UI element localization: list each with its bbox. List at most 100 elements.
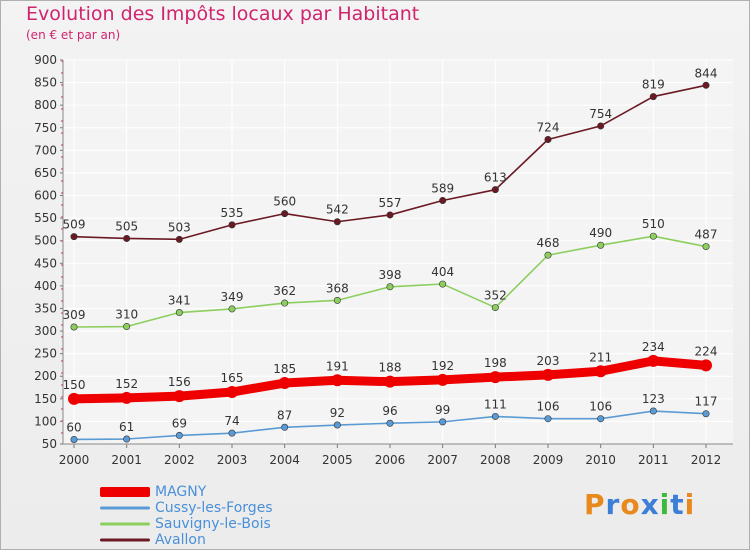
data-point-cussy-les-forges (386, 419, 394, 427)
x-tick-label: 2003 (217, 453, 248, 467)
data-label-avallon: 503 (168, 220, 191, 234)
x-tick-label: 2004 (269, 453, 300, 467)
data-label-avallon: 724 (537, 121, 560, 135)
data-point-cussy-les-forges (439, 418, 447, 426)
data-label-sauvigny-le-bois: 368 (326, 281, 349, 295)
y-tick-label: 850 (34, 76, 57, 90)
data-label-cussy-les-forges: 61 (119, 420, 134, 434)
data-label-sauvigny-le-bois: 468 (537, 236, 560, 250)
data-point-sauvigny-le-bois (649, 232, 657, 240)
data-label-magny: 150 (63, 378, 86, 392)
data-point-sauvigny-le-bois (597, 241, 605, 249)
data-point-sauvigny-le-bois (123, 323, 131, 331)
data-label-sauvigny-le-bois: 510 (642, 217, 665, 231)
data-label-sauvigny-le-bois: 404 (431, 265, 454, 279)
data-point-sauvigny-le-bois (491, 304, 499, 312)
data-point-sauvigny-le-bois (544, 251, 552, 259)
data-point-cussy-les-forges (649, 407, 657, 415)
data-label-sauvigny-le-bois: 362 (273, 284, 296, 298)
data-label-cussy-les-forges: 111 (484, 397, 507, 411)
x-tick-label: 2008 (480, 453, 511, 467)
y-tick-label: 350 (34, 301, 57, 315)
data-label-avallon: 819 (642, 78, 665, 92)
data-point-avallon (386, 211, 394, 219)
data-label-avallon: 754 (589, 107, 612, 121)
data-point-sauvigny-le-bois (386, 283, 394, 291)
data-label-magny: 156 (168, 375, 191, 389)
data-point-magny (120, 391, 133, 404)
legend-label-avallon: Avallon (155, 532, 206, 548)
chart-subtitle: (en € et par an) (26, 28, 121, 42)
data-label-avallon: 535 (221, 206, 244, 220)
data-point-cussy-les-forges (702, 410, 710, 418)
y-tick-label: 650 (34, 166, 57, 180)
legend-swatch-magny (100, 487, 150, 497)
x-tick-label: 2001 (111, 453, 142, 467)
data-label-cussy-les-forges: 69 (172, 416, 187, 430)
y-tick-label: 250 (34, 347, 57, 361)
data-label-avallon: 542 (326, 203, 349, 217)
data-point-sauvigny-le-bois (70, 323, 78, 331)
data-point-magny (331, 374, 344, 387)
y-tick-label: 900 (34, 53, 57, 67)
data-label-sauvigny-le-bois: 352 (484, 289, 507, 303)
data-label-magny: 203 (537, 354, 560, 368)
data-point-magny (700, 359, 712, 372)
data-label-magny: 185 (273, 362, 296, 376)
data-point-cussy-les-forges (281, 423, 289, 431)
data-point-magny (542, 368, 554, 381)
logo-letter: o (620, 488, 641, 521)
data-point-avallon (70, 233, 78, 241)
data-label-cussy-les-forges: 74 (224, 414, 239, 428)
data-label-cussy-les-forges: 96 (382, 404, 397, 418)
data-label-cussy-les-forges: 99 (435, 403, 450, 417)
data-point-magny (173, 390, 186, 403)
data-point-cussy-les-forges (228, 429, 236, 437)
data-label-avallon: 509 (63, 218, 86, 232)
data-label-cussy-les-forges: 87 (277, 408, 292, 422)
data-point-cussy-les-forges (544, 415, 552, 423)
x-tick-label: 2009 (533, 453, 564, 467)
data-point-magny (489, 371, 502, 384)
y-tick-label: 550 (34, 211, 57, 225)
data-label-avallon: 844 (695, 66, 718, 80)
data-point-sauvigny-le-bois (333, 296, 341, 304)
data-point-magny (226, 386, 238, 399)
x-tick-label: 2006 (375, 453, 406, 467)
x-tick-label: 2002 (164, 453, 195, 467)
x-tick-label: 2010 (585, 453, 616, 467)
y-tick-label: 300 (34, 324, 57, 338)
data-label-magny: 165 (221, 371, 244, 385)
data-point-avallon (281, 210, 289, 218)
data-point-avallon (333, 218, 341, 226)
data-point-magny (436, 373, 449, 386)
data-point-sauvigny-le-bois (439, 280, 447, 288)
data-label-cussy-les-forges: 60 (66, 420, 81, 434)
y-tick-label: 200 (34, 369, 57, 383)
data-point-magny (647, 354, 660, 367)
data-point-sauvigny-le-bois (175, 309, 183, 317)
logo-letter: r (605, 488, 621, 521)
data-point-cussy-les-forges (333, 421, 341, 429)
logo-letter: i (684, 488, 696, 521)
plot-area (63, 60, 733, 444)
data-label-avallon: 589 (431, 181, 454, 195)
data-point-avallon (439, 196, 447, 204)
data-label-sauvigny-le-bois: 309 (63, 308, 86, 322)
y-tick-label: 450 (34, 256, 57, 270)
data-label-magny: 191 (326, 359, 349, 373)
logo-letter: P (584, 488, 606, 521)
data-label-magny: 198 (484, 356, 507, 370)
y-tick-label: 400 (34, 279, 57, 293)
data-label-avallon: 613 (484, 171, 507, 185)
y-tick-label: 600 (34, 189, 57, 203)
data-label-sauvigny-le-bois: 487 (695, 228, 718, 242)
data-label-magny: 234 (642, 340, 665, 354)
data-point-cussy-les-forges (597, 415, 605, 423)
data-point-magny (68, 392, 80, 405)
data-label-sauvigny-le-bois: 490 (589, 226, 612, 240)
x-tick-label: 2012 (691, 453, 722, 467)
data-point-avallon (597, 122, 605, 130)
data-point-avallon (702, 81, 710, 89)
